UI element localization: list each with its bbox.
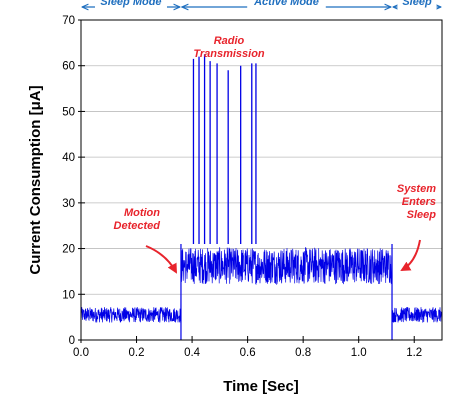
mode-label: Active Mode [253, 0, 319, 8]
annotation-text: System Enters Sleep [397, 183, 436, 221]
current-trace [80, 54, 443, 340]
plot-frame [80, 19, 443, 341]
annotation-text: Radio Transmission [193, 35, 265, 60]
axis-ticks: 0 10 20 30 40 50 60 70 0.0 0.2 0.4 0.6 0.8 1.0 1.2 [62, 15, 422, 359]
y-tick-label: 60 [62, 61, 75, 73]
mode-label: Sleep [402, 0, 432, 8]
y-tick-label: 30 [62, 198, 75, 210]
y-tick-label: 70 [62, 15, 75, 27]
x-tick-label: 0.4 [184, 347, 201, 359]
x-tick-label: 0.0 [73, 347, 89, 359]
mode-indicators: Sleep Mode Active Mode Sleep [82, 0, 441, 14]
y-tick-label: 50 [62, 106, 75, 118]
annotation-line: Detected [114, 220, 161, 232]
current-noise-trace [80, 246, 443, 324]
x-axis-title: Time [Sec] [223, 378, 299, 395]
mode-label-bg [247, 0, 326, 14]
motion-detected-arrow [145, 245, 177, 274]
mode-label: Sleep Mode [100, 0, 161, 8]
y-tick-label: 10 [62, 289, 75, 301]
y-axis-title: Current Consumption [μA] [27, 85, 44, 274]
x-tick-label: 1.2 [406, 347, 422, 359]
annotation-line: Sleep [407, 209, 437, 221]
annotation-line: System [397, 183, 436, 195]
annotation-text: Motion Detected [114, 207, 161, 232]
annotation-line: Radio [214, 35, 245, 47]
mode-label-bg [94, 0, 167, 14]
annotation-line: Motion [124, 207, 160, 219]
y-tick-label: 0 [69, 335, 75, 347]
y-tick-label: 20 [62, 244, 75, 256]
y-tick-label: 40 [62, 152, 75, 164]
gridlines [81, 65, 442, 295]
x-tick-label: 1.0 [351, 347, 367, 359]
x-tick-label: 0.2 [129, 347, 145, 359]
x-tick-label: 0.6 [240, 347, 256, 359]
mode-label-bg [397, 0, 437, 14]
annotation-line: Transmission [193, 48, 265, 60]
annotations: Radio Transmission Motion Detected System Ent… [114, 35, 436, 274]
system-sleep-arrow [400, 239, 421, 271]
annotation-line: Enters [402, 196, 436, 208]
x-tick-label: 0.8 [295, 347, 311, 359]
